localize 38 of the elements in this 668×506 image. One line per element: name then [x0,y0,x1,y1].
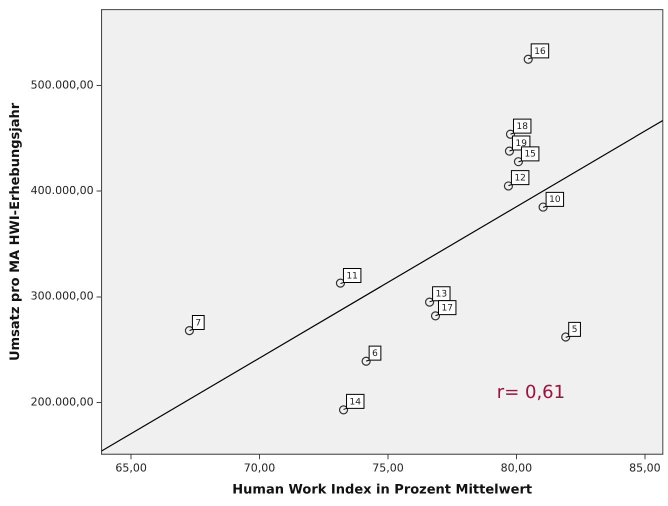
point [336,278,346,288]
point [338,405,348,414]
x-axis-title: Human Work Index in Prozent Mittelwert [232,482,532,498]
annotation: 15 [524,150,536,160]
annotation: 6 [372,349,378,360]
point [524,54,533,64]
y-tick-label: 200.000,00 [30,395,94,408]
x-tick-label: 70,00 [244,462,276,475]
annotation: 13 [436,290,448,300]
x-tick-label: 80,00 [500,462,532,475]
annotation: r= 0,61 [496,382,566,403]
annotation: 10 [549,195,561,206]
point [362,356,371,366]
annotation: 7 [195,318,202,328]
y-axis-title: Umsatz pro MA HWI-Erhebungsjahr [8,102,24,361]
point [504,146,514,156]
point [514,157,524,166]
annotation: 18 [516,122,528,132]
annotation: 12 [514,173,526,184]
annotation: 11 [346,271,358,282]
point [506,130,516,139]
y-tick-label: 500.000,00 [30,78,94,92]
x-tick-label: 65,00 [115,462,147,475]
point [430,311,440,320]
point [504,181,514,191]
point [184,326,194,336]
annotation: 17 [441,303,453,314]
annotation: 14 [350,397,362,408]
point [538,202,548,212]
point [424,298,434,307]
x-tick-label: 85,00 [629,462,661,475]
annotation: 19 [515,138,528,149]
point [561,332,570,342]
x-tick-label: 75,00 [372,462,404,475]
annotation: 16 [534,46,546,57]
y-tick-label: 300.000,00 [30,290,94,303]
annotation: 5 [572,325,578,336]
y-tick-label: 400.000,00 [30,184,94,198]
